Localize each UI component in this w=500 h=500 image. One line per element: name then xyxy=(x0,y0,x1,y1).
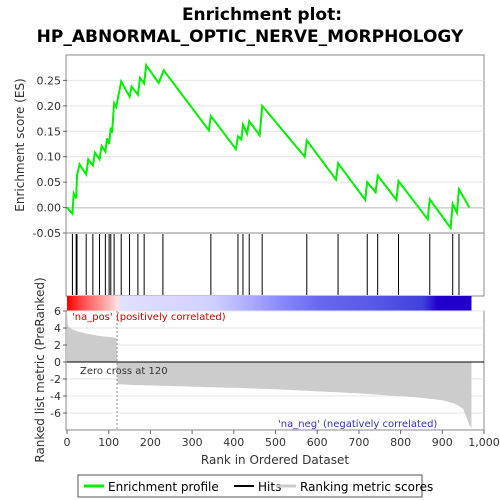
es-y-tick-label: 0.10 xyxy=(37,151,62,164)
x-tick-label: 800 xyxy=(390,436,411,449)
x-tick-label: 1,000 xyxy=(468,436,500,449)
x-tick-label: 100 xyxy=(98,436,119,449)
ranking-metric-area xyxy=(67,311,472,429)
enrichment-score-panel: -0.05 0.00 0.05 0.10 0.15 0.20 0.25 Enrichment… xyxy=(13,54,485,240)
legend-profile-label: Enrichment profile xyxy=(108,480,219,494)
x-tick-label: 700 xyxy=(348,436,369,449)
hits-frame xyxy=(65,232,485,297)
es-y-tick-label: 0.20 xyxy=(37,100,62,113)
x-tick-label: 300 xyxy=(182,436,203,449)
metric-y-tick-label: -2 xyxy=(50,373,61,386)
x-tick-label: 500 xyxy=(265,436,286,449)
legend: Enrichment profile Hits Ranking metric s… xyxy=(77,474,433,498)
chart-title-line2: HP_ABNORMAL_OPTIC_NERVE_MORPHOLOGY xyxy=(37,27,464,47)
metric-y-tick-label: 4 xyxy=(54,322,61,335)
es-y-tick-label: 0.05 xyxy=(37,176,62,189)
ranked-list-color-bar xyxy=(67,296,472,311)
x-tick-label: 400 xyxy=(223,436,244,449)
hits-panel xyxy=(65,232,485,297)
legend-hits-label: Hits xyxy=(258,480,281,494)
metric-y-tick-label: 0 xyxy=(54,356,61,369)
es-plot-frame xyxy=(65,54,485,234)
x-axis-label: Rank in Ordered Dataset xyxy=(201,453,349,467)
es-y-tick-label: 0.25 xyxy=(37,74,62,87)
ranked-metric-panel: -6 -4 -2 0 2 4 6 0 100 200 300 400 500 600 700 800 900 1… xyxy=(33,277,500,467)
x-tick-label: 600 xyxy=(307,436,328,449)
es-y-tick-label: -0.05 xyxy=(33,227,61,240)
metric-y-axis-label: Ranked list metric (PreRanked) xyxy=(33,277,47,462)
positive-correlation-label: 'na_pos' (positively correlated) xyxy=(72,312,226,323)
legend-metric-label: Ranking metric scores xyxy=(300,480,433,494)
enrichment-profile-line xyxy=(66,62,471,231)
metric-y-tick-label: -4 xyxy=(50,390,61,403)
es-y-tick-label: 0.15 xyxy=(37,125,62,138)
es-y-axis-label: Enrichment score (ES) xyxy=(13,78,27,211)
x-tick-label: 0 xyxy=(64,436,71,449)
metric-y-tick-label: 6 xyxy=(54,305,61,318)
negative-correlation-label: 'na_neg' (negatively correlated) xyxy=(278,419,437,430)
chart-title-line1: Enrichment plot: xyxy=(182,5,342,25)
es-y-tick-label: 0.00 xyxy=(37,202,62,215)
x-tick-label: 900 xyxy=(432,436,453,449)
x-tick-label: 200 xyxy=(140,436,161,449)
metric-y-tick-label: 2 xyxy=(54,339,61,352)
zero-cross-label: Zero cross at 120 xyxy=(80,366,168,377)
metric-y-tick-label: -6 xyxy=(50,407,61,420)
